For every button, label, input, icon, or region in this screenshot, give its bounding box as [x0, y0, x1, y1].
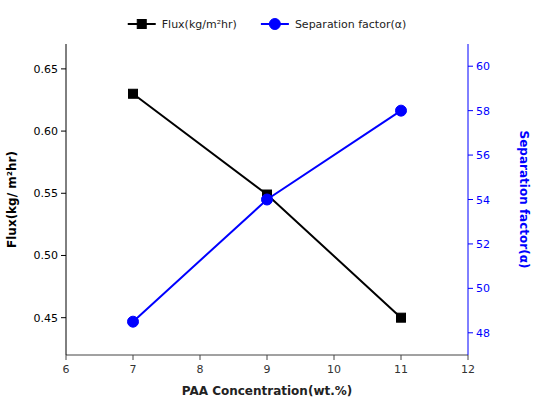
legend-label: Flux(kg/m²hr) — [162, 18, 237, 31]
x-tick-label: 8 — [197, 363, 204, 376]
x-tick-label: 7 — [130, 363, 137, 376]
legend-item: Flux(kg/m²hr) — [128, 18, 237, 31]
x-tick — [66, 355, 67, 360]
series-marker — [397, 313, 406, 322]
y-tick-label: 0.60 — [34, 125, 59, 138]
y2-tick-label: 56 — [476, 149, 490, 162]
y-tick-label: 0.50 — [34, 249, 59, 262]
x-tick-label: 12 — [461, 363, 475, 376]
y2-tick — [468, 110, 473, 111]
y2-tick — [468, 243, 473, 244]
y-axis-line — [66, 44, 67, 355]
legend-label: Separation factor(α) — [295, 18, 406, 31]
y-tick — [61, 131, 66, 132]
x-tick-label: 10 — [327, 363, 341, 376]
y2-tick-label: 50 — [476, 282, 490, 295]
y2-tick — [468, 288, 473, 289]
y2-tick — [468, 199, 473, 200]
y2-tick — [468, 332, 473, 333]
legend: Flux(kg/m²hr) Separation factor(α) — [128, 18, 407, 31]
series-marker — [396, 105, 407, 116]
legend-marker — [137, 20, 146, 29]
legend-item: Separation factor(α) — [261, 18, 406, 31]
y-tick — [61, 317, 66, 318]
legend-marker — [269, 19, 280, 30]
series-marker — [129, 89, 138, 98]
x-tick — [133, 355, 134, 360]
x-tick — [401, 355, 402, 360]
chart: 6 7 8 9 10 11 12 0.45 0.50 0.55 0.60 0.65 48 50 52 54 56… — [0, 0, 534, 407]
y2-tick-label: 58 — [476, 105, 490, 118]
y-tick-label: 0.65 — [34, 63, 59, 76]
y-tick-label: 0.45 — [34, 312, 59, 325]
y-axis-label: Flux(kg/ m²hr) — [5, 151, 19, 248]
y-tick-label: 0.55 — [34, 187, 59, 200]
y2-axis-label: Separation factor(α) — [517, 131, 531, 269]
series-marker — [128, 316, 139, 327]
axes: 6 7 8 9 10 11 12 0.45 0.50 0.55 0.60 0.65 48 50 52 54 56… — [34, 44, 491, 376]
x-axis-label: PAA Concentration(wt.%) — [182, 384, 353, 398]
series-marker — [262, 194, 273, 205]
y2-tick — [468, 155, 473, 156]
x-tick — [200, 355, 201, 360]
y2-tick-label: 60 — [476, 60, 490, 73]
y2-tick-label: 52 — [476, 238, 490, 251]
plot-data — [128, 89, 407, 327]
y-tick — [61, 255, 66, 256]
x-tick — [267, 355, 268, 360]
y2-tick — [468, 66, 473, 67]
x-tick — [468, 355, 469, 360]
x-tick-label: 9 — [264, 363, 271, 376]
y-tick — [61, 193, 66, 194]
series-line — [133, 111, 401, 322]
y2-tick-label: 54 — [476, 194, 490, 207]
x-tick — [334, 355, 335, 360]
x-tick-label: 11 — [394, 363, 408, 376]
y-tick — [61, 68, 66, 69]
x-tick-label: 6 — [63, 363, 70, 376]
y2-tick-label: 48 — [476, 327, 490, 340]
